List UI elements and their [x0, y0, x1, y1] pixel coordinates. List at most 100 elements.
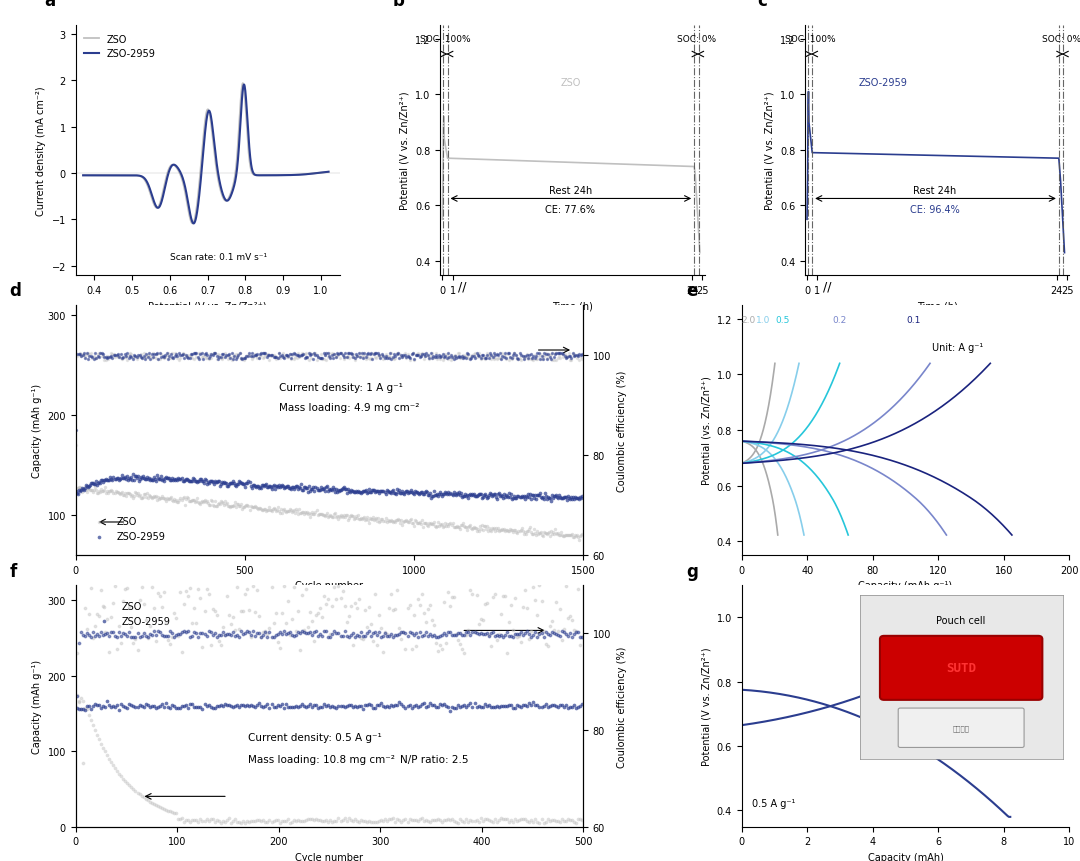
ZSO [557, 812, 575, 826]
ZSO [312, 814, 329, 827]
Point [145, 627, 162, 641]
ZSO-2959 [247, 480, 265, 494]
ZSO [92, 171, 105, 182]
Point [141, 353, 159, 367]
Point [490, 626, 508, 640]
Point [541, 594, 558, 608]
Point [318, 626, 335, 640]
Point [294, 346, 311, 360]
ZSO-2959 [498, 698, 515, 712]
Point [121, 635, 138, 648]
ZSO [143, 492, 160, 505]
Legend: ZSO, ZSO-2959: ZSO, ZSO-2959 [85, 513, 170, 546]
Point [166, 351, 184, 365]
Point [491, 347, 509, 361]
ZSO-2959 [555, 489, 572, 503]
ZSO-2959 [459, 488, 476, 502]
ZSO [421, 519, 438, 533]
ZSO-2959 [274, 479, 292, 492]
ZSO [308, 505, 325, 519]
ZSO-2959 [363, 485, 380, 499]
Point [291, 349, 308, 362]
Point [171, 349, 188, 362]
Point [563, 347, 580, 361]
Point [413, 351, 430, 365]
Point [324, 353, 341, 367]
Point [110, 579, 127, 593]
Point [401, 350, 418, 363]
Point [415, 626, 432, 640]
Point [267, 627, 284, 641]
Point [368, 629, 386, 642]
ZSO-2959 [315, 700, 333, 714]
Point [553, 634, 570, 647]
Point [375, 347, 392, 361]
Point [166, 347, 184, 361]
Point [353, 353, 370, 367]
Point [328, 352, 346, 366]
Point [451, 632, 469, 646]
ZSO-2959 [294, 483, 311, 497]
Point [396, 585, 414, 599]
Point [393, 350, 410, 363]
Point [186, 626, 203, 640]
ZSO [487, 522, 504, 536]
Point [230, 629, 247, 643]
Point [497, 347, 514, 361]
Point [178, 350, 195, 363]
Point [523, 609, 540, 623]
ZSO-2959 [540, 489, 557, 503]
ZSO [360, 512, 377, 526]
Point [76, 350, 93, 364]
ZSO [167, 807, 185, 821]
Point [336, 630, 353, 644]
ZSO-2959 [234, 695, 252, 709]
ZSO [70, 690, 87, 703]
ZSO-2959 [211, 700, 228, 714]
ZSO [453, 518, 470, 532]
Point [123, 347, 140, 361]
ZSO [336, 815, 353, 829]
Point [308, 629, 325, 642]
ZSO-2959 [437, 487, 455, 501]
Point [377, 630, 394, 644]
Point [96, 353, 113, 367]
Point [78, 627, 95, 641]
Point [338, 589, 355, 603]
Point [326, 350, 343, 364]
Point [75, 626, 92, 640]
ZSO [73, 485, 91, 499]
ZSO [451, 813, 469, 827]
ZSO [409, 517, 427, 530]
Point [503, 352, 521, 366]
Point [158, 347, 175, 361]
ZSO [178, 493, 195, 507]
Point [279, 629, 296, 643]
Point [77, 351, 94, 365]
ZSO [123, 781, 140, 795]
ZSO-2959 [462, 486, 480, 500]
ZSO-2959 [143, 472, 160, 486]
Point [381, 349, 399, 362]
Point [338, 350, 355, 363]
ZSO-2959 [393, 699, 410, 713]
ZSO [258, 503, 275, 517]
ZSO-2959 [103, 697, 120, 711]
Point [311, 350, 328, 363]
ZSO-2959 [348, 485, 365, 499]
Point [431, 606, 448, 620]
Point [225, 591, 242, 604]
Point [261, 349, 279, 362]
Point [557, 350, 575, 364]
Point [408, 352, 426, 366]
ZSO [89, 484, 106, 498]
ZSO-2959 [407, 487, 424, 501]
ZSO-2959 [409, 697, 427, 711]
ZSO-2959 [421, 488, 438, 502]
Point [518, 347, 536, 361]
ZSO-2959 [76, 702, 93, 715]
Point [478, 610, 496, 624]
ZSO-2959 [372, 488, 389, 502]
ZSO [168, 490, 186, 504]
Point [511, 346, 528, 360]
